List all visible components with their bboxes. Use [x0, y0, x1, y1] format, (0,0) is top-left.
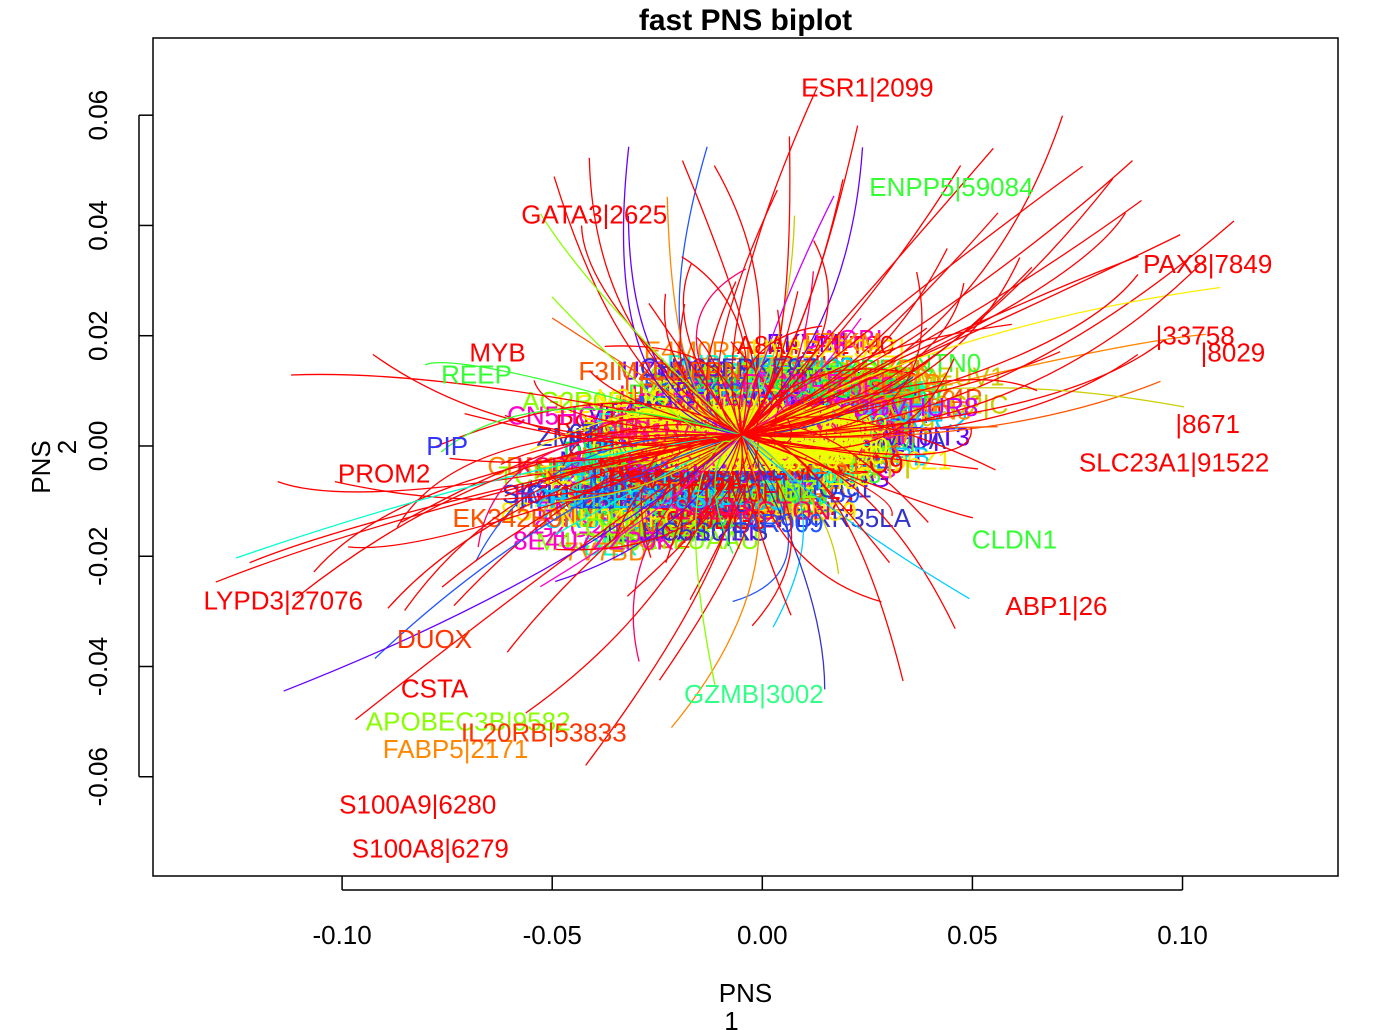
- point-label: PAX8|7849: [1143, 249, 1272, 279]
- point-label: |33758: [1156, 321, 1235, 351]
- x-tick-label: 0.10: [1157, 920, 1208, 950]
- cloud-label: U92K0: [741, 492, 821, 522]
- cloud-label: AZ1NUFSLR: [677, 478, 829, 508]
- cloud-label: D311: [716, 495, 776, 525]
- y-tick-label: 0.00: [83, 421, 113, 472]
- cloud-label: A8A41PET90: [737, 330, 895, 360]
- y-tick-label: -0.06: [83, 747, 113, 806]
- x-tick-label: 0.05: [947, 920, 998, 950]
- y-tick-label: 0.04: [83, 200, 113, 251]
- point-label: ESR1|2099: [801, 73, 934, 103]
- y-axis-label-subscript: 2: [52, 440, 82, 454]
- point-label: S100A8|6279: [352, 833, 509, 863]
- point-label: S100A9|6280: [339, 789, 496, 819]
- x-axis-label-subscript: 1: [724, 1006, 738, 1030]
- y-tick-label: 0.06: [83, 90, 113, 141]
- cloud-label: 539UF: [644, 472, 722, 502]
- point-label: CSTA: [401, 674, 469, 704]
- point-label: GZMB|3002: [684, 679, 824, 709]
- cloud-label: 5U3S7TMRF|8: [700, 450, 873, 480]
- x-tick-label: -0.05: [523, 920, 582, 950]
- point-label: CLDN1: [972, 525, 1057, 555]
- cloud-label: H1E6: [767, 488, 832, 518]
- point-label: GATA3|2625: [521, 199, 667, 229]
- point-label: ENPP5|59084: [869, 172, 1033, 202]
- x-tick-label: 0.00: [737, 920, 788, 950]
- y-tick-label: 0.02: [83, 310, 113, 361]
- loading-arrows: [215, 86, 1235, 766]
- x-tick-label: -0.10: [312, 920, 371, 950]
- point-label: PIP: [426, 431, 468, 461]
- point-label: REEP: [441, 359, 512, 389]
- cloud-label: F6|G: [643, 486, 700, 516]
- x-axis-label: PNS: [719, 978, 772, 1008]
- y-tick-label: -0.04: [83, 637, 113, 696]
- cloud-label: TGM8: [627, 467, 699, 497]
- point-label: |8671: [1175, 409, 1240, 439]
- cloud-label: ENB8VA: [646, 475, 747, 505]
- point-label: IL20RB|53833: [461, 718, 627, 748]
- point-label: DUOX: [397, 624, 472, 654]
- cloud-label: 48H5Z72I: [668, 503, 782, 533]
- point-label: PROM2: [338, 459, 430, 489]
- cloud-label: 5EH|0VRRC: [691, 368, 836, 398]
- cloud-label: SEL9D030T: [657, 481, 799, 511]
- point-label: SLC23A1|91522: [1079, 448, 1269, 478]
- cloud-label: 7AL0: [770, 462, 831, 492]
- cloud-label: S9EHBRR35LA: [727, 503, 911, 533]
- y-tick-label: -0.02: [83, 527, 113, 586]
- point-label: LYPD3|27076: [204, 585, 364, 615]
- cloud-label: K6DR: [639, 517, 708, 547]
- point-label: ABP1|26: [1005, 591, 1107, 621]
- chart-title: fast PNS biplot: [639, 4, 852, 37]
